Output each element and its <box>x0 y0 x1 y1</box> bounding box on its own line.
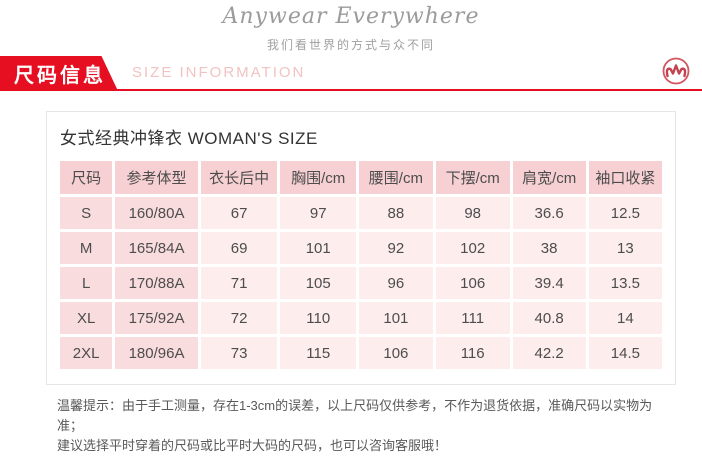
brand-tagline: 我们看世界的方式与众不同 <box>266 38 435 52</box>
table-cell: 12.5 <box>588 197 662 229</box>
table-cell: 170/88A <box>115 267 198 299</box>
size-info-panel: 女式经典冲锋衣 WOMAN'S SIZE 尺码 参考体型 衣长后中 胸围/cm 腰围/c… <box>46 111 676 385</box>
column-header: 腰围/cm <box>358 161 433 194</box>
table-cell: 105 <box>280 267 356 299</box>
table-cell: 38 <box>512 232 586 264</box>
table-cell: 39.4 <box>512 267 586 299</box>
size-note-line1: 温馨提示：由于手工测量，存在1-3cm的误差，以上尺码仅供参考，不作为退货依据，… <box>57 398 653 433</box>
table-cell: 175/92A <box>115 302 198 334</box>
table-cell: 73 <box>200 337 278 369</box>
table-cell: M <box>60 232 113 264</box>
table-cell: 14.5 <box>588 337 662 369</box>
table-cell: 42.2 <box>512 337 586 369</box>
table-cell: 106 <box>435 267 510 299</box>
section-title-en: SIZE INFORMATION <box>132 64 306 81</box>
table-cell: S <box>60 197 113 229</box>
table-cell: 98 <box>435 197 510 229</box>
table-cell: 67 <box>200 197 278 229</box>
brand-name: Anywear Everywhere <box>222 4 480 29</box>
column-header: 肩宽/cm <box>512 161 586 194</box>
size-table: 尺码 参考体型 衣长后中 胸围/cm 腰围/cm 下摆/cm 肩宽/cm 袖口收紧 S 160/… <box>57 158 665 372</box>
table-cell: 14 <box>588 302 662 334</box>
table-cell: 96 <box>358 267 433 299</box>
table-cell: 165/84A <box>115 232 198 264</box>
column-header: 尺码 <box>60 161 113 194</box>
table-cell: 101 <box>280 232 356 264</box>
table-cell: 69 <box>200 232 278 264</box>
table-cell: 13.5 <box>588 267 662 299</box>
table-cell: 102 <box>435 232 510 264</box>
table-row: M 165/84A 69 101 92 102 38 13 <box>60 232 662 264</box>
section-title-cn: 尺码信息 <box>14 65 106 87</box>
table-row: XL 175/92A 72 110 101 111 40.8 14 <box>60 302 662 334</box>
column-header: 胸围/cm <box>280 161 356 194</box>
size-note-line2: 建议选择平时穿着的尺码或比平时大码的尺码，也可以咨询客服哦！ <box>57 438 448 453</box>
size-table-body: S 160/80A 67 97 88 98 36.6 12.5 M 165/84A 69 101 92 1… <box>60 197 662 369</box>
table-cell: 13 <box>588 232 662 264</box>
table-row: L 170/88A 71 105 96 106 39.4 13.5 <box>60 267 662 299</box>
table-cell: 92 <box>358 232 433 264</box>
table-cell: 71 <box>200 267 278 299</box>
table-cell: 160/80A <box>115 197 198 229</box>
size-table-header: 尺码 参考体型 衣长后中 胸围/cm 腰围/cm 下摆/cm 肩宽/cm 袖口收紧 <box>60 161 662 194</box>
size-note: 温馨提示：由于手工测量，存在1-3cm的误差，以上尺码仅供参考，不作为退货依据，… <box>57 396 672 456</box>
table-cell: 101 <box>358 302 433 334</box>
table-row: 2XL 180/96A 73 115 106 116 42.2 14.5 <box>60 337 662 369</box>
table-cell: 2XL <box>60 337 113 369</box>
column-header: 下摆/cm <box>435 161 510 194</box>
column-header: 参考体型 <box>115 161 198 194</box>
table-cell: 180/96A <box>115 337 198 369</box>
table-cell: 97 <box>280 197 356 229</box>
table-cell: 36.6 <box>512 197 586 229</box>
table-cell: 116 <box>435 337 510 369</box>
table-cell: 40.8 <box>512 302 586 334</box>
table-cell: 110 <box>280 302 356 334</box>
table-cell: 111 <box>435 302 510 334</box>
table-row: S 160/80A 67 97 88 98 36.6 12.5 <box>60 197 662 229</box>
brand-logo-icon <box>660 56 692 88</box>
table-cell: 88 <box>358 197 433 229</box>
section-ribbon: 尺码信息 <box>0 56 118 91</box>
product-size-title: 女式经典冲锋衣 WOMAN'S SIZE <box>60 129 318 148</box>
table-cell: L <box>60 267 113 299</box>
column-header: 衣长后中 <box>200 161 278 194</box>
column-header: 袖口收紧 <box>588 161 662 194</box>
table-cell: 72 <box>200 302 278 334</box>
table-cell: 115 <box>280 337 356 369</box>
table-cell: 106 <box>358 337 433 369</box>
table-cell: XL <box>60 302 113 334</box>
section-underline <box>0 89 702 91</box>
section-header-bar: 尺码信息 SIZE INFORMATION <box>0 56 702 92</box>
